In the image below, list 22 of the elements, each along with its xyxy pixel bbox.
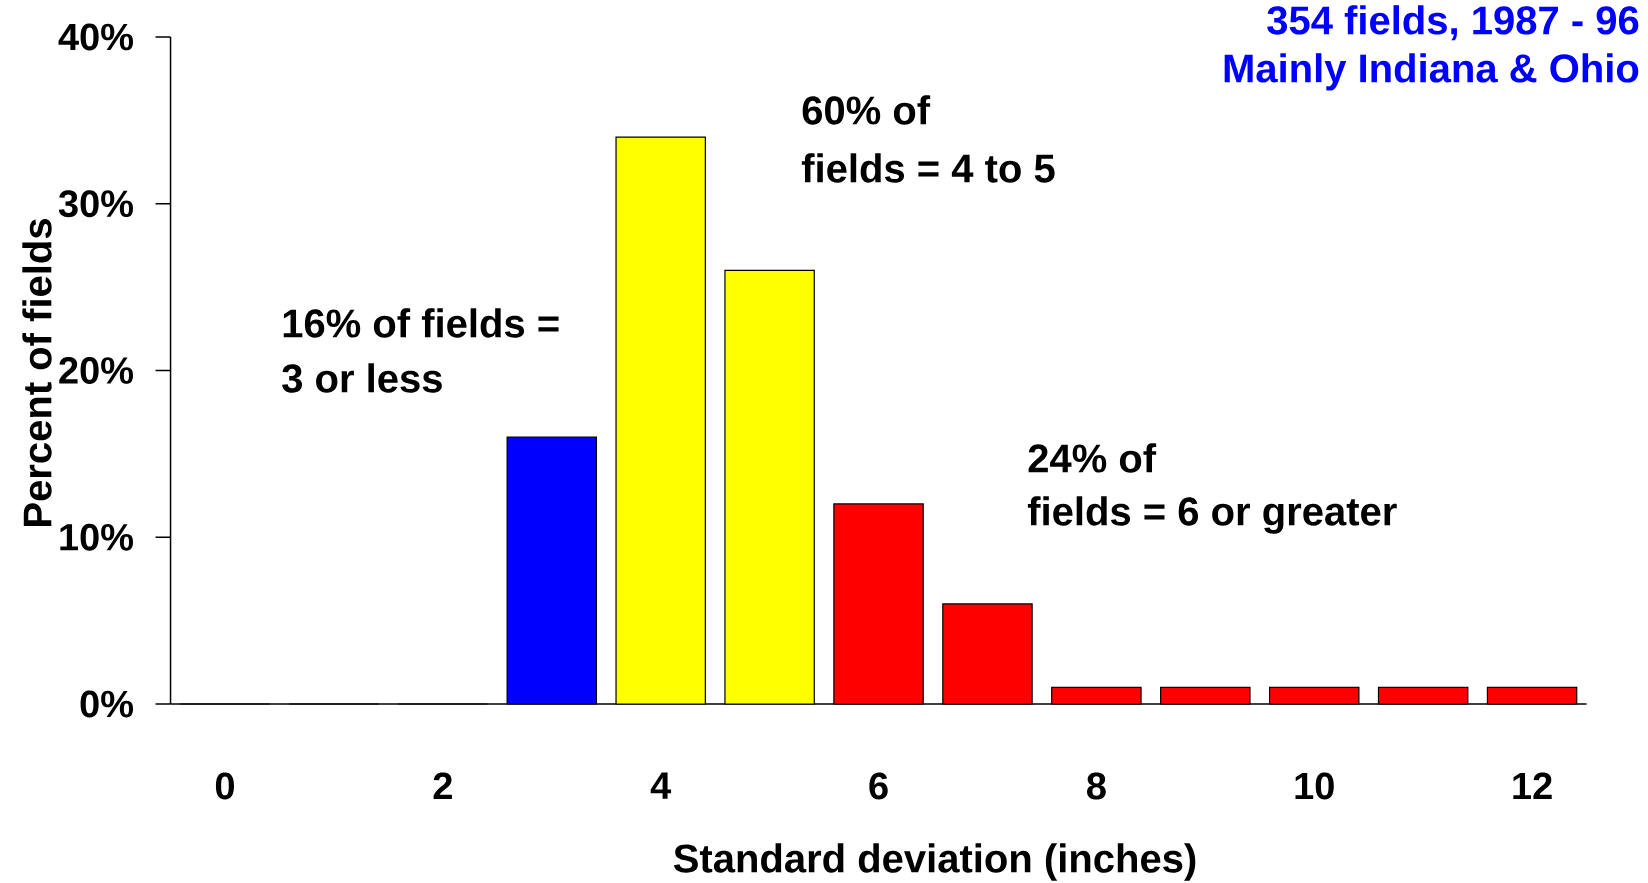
x-tick-label: 4: [650, 772, 672, 799]
annotation: 3 or less: [282, 363, 442, 393]
annotation: 60% of: [802, 95, 931, 125]
chart-title: 354 fields, 1987 - 96: [1267, 5, 1639, 41]
y-tick-label: 10%: [60, 523, 133, 551]
y-tick-label: 0%: [80, 690, 134, 718]
x-tick-label: 10: [1295, 772, 1334, 800]
x-axis-title: Standard deviation (inches): [673, 843, 1196, 881]
annotation: 16% of fields =: [283, 308, 559, 338]
x-tick-label: 2: [433, 772, 452, 800]
x-tick-label: 12: [1513, 772, 1552, 800]
x-tick-label: 6: [869, 772, 888, 800]
annotation: fields = 6 or greater: [1027, 496, 1397, 534]
annotation: fields = 4 to 5: [801, 153, 1055, 183]
x-tick-label: 0: [215, 772, 235, 800]
y-tick-label: 30%: [58, 190, 133, 218]
x-tick-label: 8: [1087, 772, 1106, 800]
y-tick-label: 40%: [58, 23, 133, 51]
y-tick-label: 20%: [59, 357, 133, 384]
y-axis-title: Percent of fields: [22, 219, 52, 526]
annotation: 24% of: [1028, 443, 1157, 473]
chart-subtitle: Mainly Indiana & Ohio: [1224, 53, 1639, 91]
